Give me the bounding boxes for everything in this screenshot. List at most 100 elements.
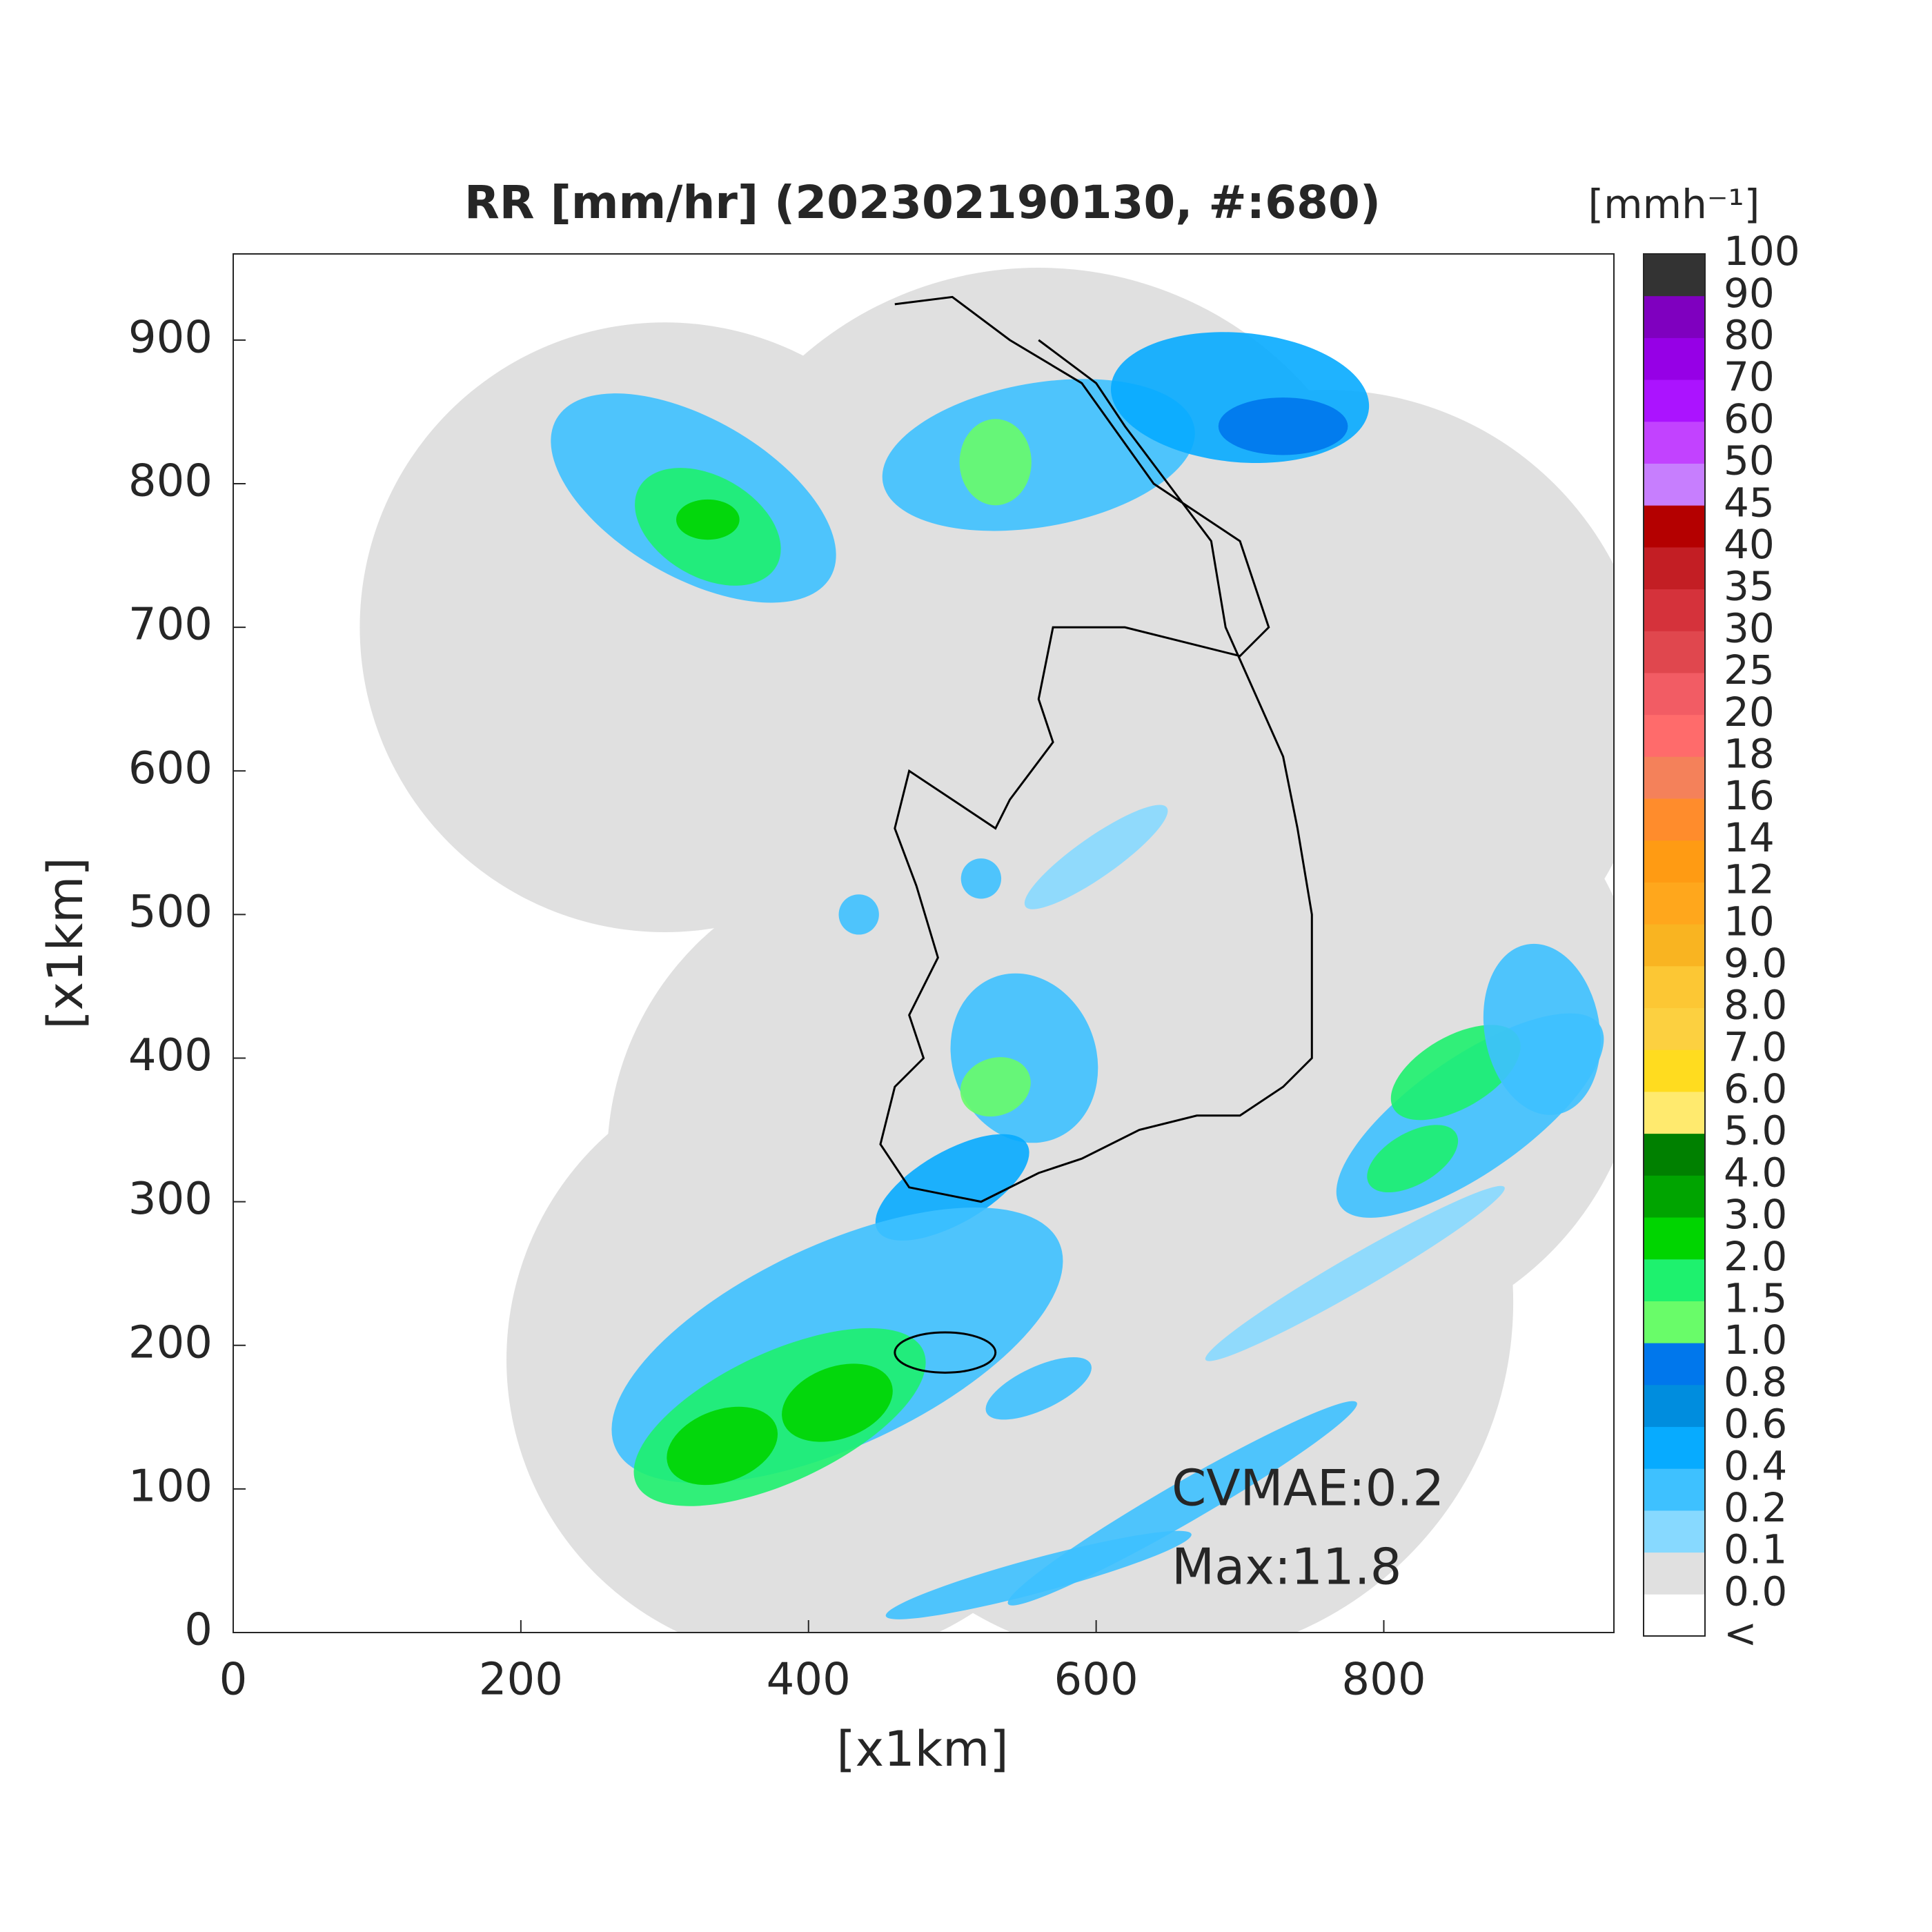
y-tick-label: 200 [128, 1317, 213, 1368]
colorbar-label: 1.5 [1724, 1275, 1787, 1322]
radar-field [359, 268, 1614, 1633]
colorbar-label: 30 [1724, 604, 1775, 651]
x-tick-label: 0 [219, 1655, 248, 1706]
y-tick-label: 700 [128, 600, 213, 651]
colorbar-segment [1644, 505, 1705, 548]
colorbar-label: 50 [1724, 437, 1775, 484]
y-axis-label: [x1km] [37, 857, 94, 1029]
rain-area [875, 1134, 1029, 1241]
colorbar-segment [1644, 1007, 1705, 1050]
rain-area [667, 1406, 778, 1486]
annotation: Max:11.8 [1172, 1538, 1401, 1596]
x-tick-label: 800 [1341, 1655, 1426, 1706]
colorbar-label: 16 [1724, 772, 1775, 819]
colorbar-label: 18 [1724, 730, 1775, 777]
colorbar-label: 70 [1724, 353, 1775, 400]
colorbar-label: 12 [1724, 856, 1775, 903]
rain-area [676, 499, 740, 540]
colorbar-segment [1644, 756, 1705, 799]
colorbar-segment [1644, 965, 1705, 1009]
chart-title: RR [mm/hr] (202302190130, #:680) [464, 176, 1381, 229]
colorbar-label: 0.2 [1724, 1484, 1787, 1531]
x-tick-label: 200 [479, 1655, 563, 1706]
colorbar-segment [1644, 1510, 1705, 1553]
rain-area [960, 858, 1002, 899]
rain-area [1024, 805, 1168, 909]
colorbar-label: 40 [1724, 521, 1775, 568]
colorbar-label: 6.0 [1724, 1065, 1787, 1112]
x-axis-label: [x1km] [836, 1721, 1008, 1777]
colorbar-label: 0.1 [1724, 1526, 1787, 1573]
colorbar-segment [1644, 672, 1705, 716]
colorbar-segment [1644, 1133, 1705, 1176]
colorbar-segment [1644, 840, 1705, 883]
jeju-island [894, 1331, 997, 1374]
colorbar-label: 60 [1724, 395, 1775, 442]
rain-area [1483, 943, 1601, 1115]
colorbar-segment [1644, 1259, 1705, 1301]
colorbar-label: 3.0 [1724, 1191, 1787, 1238]
colorbar-segment [1644, 1384, 1705, 1428]
colorbar-segment [1644, 924, 1705, 967]
colorbar-segment [1644, 1091, 1705, 1134]
colorbar-segment [1644, 421, 1705, 464]
colorbar-label: 100 [1724, 228, 1800, 275]
rain-area [1218, 397, 1348, 455]
colorbar-segment [1644, 546, 1705, 590]
colorbar-segment [1644, 1343, 1705, 1386]
colorbar-label: 9.0 [1724, 940, 1787, 987]
colorbar-segment [1644, 254, 1705, 297]
colorbar-label: 0.6 [1724, 1401, 1787, 1448]
colorbar-label: 0.4 [1724, 1442, 1787, 1489]
colorbar-segment [1644, 1594, 1705, 1637]
colorbar-label: 90 [1724, 270, 1775, 317]
rain-area [885, 1530, 1192, 1619]
colorbar-segment [1644, 1175, 1705, 1218]
rain-area [960, 1057, 1031, 1117]
colorbar-label: 7.0 [1724, 1023, 1787, 1070]
y-tick-label: 600 [128, 743, 213, 794]
colorbar-label: < [1724, 1610, 1757, 1657]
axes-box [233, 253, 1615, 1633]
colorbar-segment [1644, 337, 1705, 380]
rain-area [882, 379, 1195, 531]
rain-area [1205, 1185, 1505, 1361]
colorbar-segment [1644, 589, 1705, 631]
colorbar-segment [1644, 1049, 1705, 1092]
y-tick-label: 400 [128, 1030, 213, 1081]
rain-area [959, 419, 1032, 506]
colorbar-segment [1644, 714, 1705, 757]
colorbar-segment [1644, 1426, 1705, 1469]
x-tick-label: 400 [767, 1655, 851, 1706]
colorbar-segment [1644, 1217, 1705, 1260]
colorbar-segment [1644, 1552, 1705, 1595]
x-tick-label: 600 [1054, 1655, 1138, 1706]
colorbar-label: 1.0 [1724, 1317, 1787, 1363]
colorbar-label: 25 [1724, 647, 1775, 693]
rain-area [838, 894, 879, 935]
rain-area [1367, 1125, 1459, 1193]
colorbar-label: 10 [1724, 898, 1775, 945]
colorbar-label: 5.0 [1724, 1107, 1787, 1154]
colorbar-segment [1644, 1468, 1705, 1511]
annotation: CVMAE:0.2 [1172, 1459, 1444, 1517]
coastline [879, 295, 1313, 1203]
y-tick-label: 0 [184, 1605, 213, 1656]
y-tick-label: 800 [128, 456, 213, 507]
colorbar-label: 14 [1724, 814, 1775, 861]
colorbar-label: 2.0 [1724, 1233, 1787, 1280]
colorbar-label: 0.8 [1724, 1359, 1787, 1406]
y-tick-label: 900 [128, 312, 213, 363]
colorbar-title: [mmh⁻¹] [1588, 181, 1760, 228]
colorbar-segment [1644, 463, 1705, 506]
y-tick-label: 100 [128, 1461, 213, 1512]
colorbar-segment [1644, 379, 1705, 422]
colorbar-label: 0.0 [1724, 1568, 1787, 1615]
colorbar-label: 4.0 [1724, 1149, 1787, 1196]
colorbar-segment [1644, 1301, 1705, 1343]
colorbar-segment [1644, 295, 1705, 338]
colorbar-label: 8.0 [1724, 982, 1787, 1029]
colorbar-frame [1643, 253, 1706, 1637]
rain-area [985, 1357, 1092, 1420]
